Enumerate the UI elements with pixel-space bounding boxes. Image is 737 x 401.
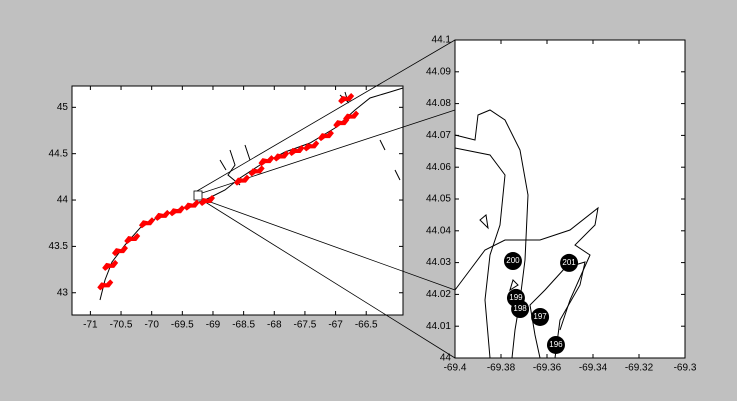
observation-cluster [154,209,171,221]
station-marker [546,335,565,354]
right-axes [454,39,686,359]
x-tick-label: -69.3 [674,363,697,374]
station-label: 196 [549,340,563,349]
x-tick-label: -67 [328,320,343,331]
y-tick-label: 44.05 [426,194,451,205]
observation-cluster [138,217,155,229]
station-label: 201 [562,258,576,267]
x-tick-label: -69.38 [487,363,516,374]
x-tick-label: -69.32 [625,363,654,374]
y-tick-label: 44.03 [426,257,451,268]
y-tick-label: 44.02 [426,289,451,300]
station-label: 197 [533,312,547,321]
x-tick-label: -70.5 [110,320,133,331]
observation-cluster [199,195,216,207]
y-tick-label: 44.1 [432,35,452,46]
x-tick-label: -68.5 [232,320,255,331]
right-contours [454,109,599,359]
y-tick-label: 43.5 [49,241,69,252]
station-marker [511,300,530,319]
station-label: 198 [513,304,527,313]
y-tick-label: 44.06 [426,162,451,173]
x-tick-label: -68 [267,320,282,331]
observation-cluster [248,165,265,177]
station-label: 200 [506,256,520,265]
observation-cluster [111,245,128,257]
y-tick-label: 44.09 [426,66,451,77]
observation-cluster [338,93,355,105]
observation-cluster [303,140,320,152]
left-axes [71,85,404,316]
observation-cluster [183,199,200,211]
station-marker [531,307,550,326]
x-tick-label: -71 [83,320,98,331]
y-tick-label: 44.04 [426,225,451,236]
x-tick-label: -69.36 [533,363,562,374]
station-marker [503,252,522,271]
x-tick-label: -66.5 [355,320,378,331]
station-marker [560,253,579,272]
observation-cluster [273,150,290,162]
observation-cluster [102,259,119,271]
y-tick-label: 44.07 [426,130,451,141]
station-label: 199 [509,293,523,302]
x-tick-label: -69 [206,320,221,331]
observation-cluster [168,205,185,217]
observation-cluster [288,144,305,156]
observation-cluster [343,110,360,122]
x-tick-label: -69.5 [171,320,194,331]
observation-cluster [233,174,250,186]
y-tick-label: 44 [57,195,69,206]
y-tick-label: 44 [440,353,452,364]
zoom-box [193,190,203,201]
y-tick-label: 44.01 [426,321,451,332]
y-tick-label: 45 [57,102,69,113]
observation-cluster [258,155,275,167]
observation-cluster [124,233,141,245]
x-tick-label: -70 [144,320,159,331]
x-tick-label: -69.34 [579,363,608,374]
x-tick-label: -69.4 [444,363,467,374]
y-tick-label: 44.5 [49,148,69,159]
x-tick-label: -67.5 [294,320,317,331]
y-tick-label: 44.08 [426,98,451,109]
observation-cluster [97,279,114,291]
y-tick-label: 43 [57,287,69,298]
observation-cluster [317,130,334,142]
